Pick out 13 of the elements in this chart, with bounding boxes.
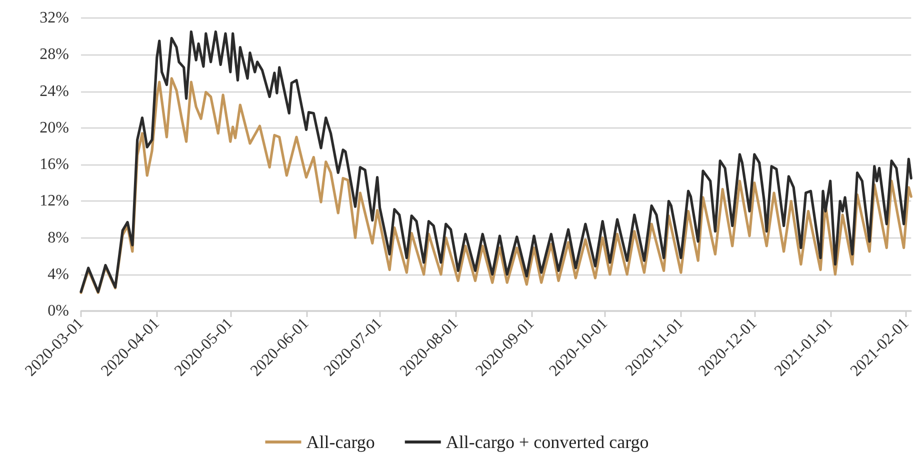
legend-label: All-cargo + converted cargo [446, 432, 649, 452]
line-series [80, 77, 912, 294]
y-tick-label: 8% [48, 229, 69, 246]
line-series [80, 30, 912, 294]
legend-label: All-cargo [306, 432, 375, 452]
y-tick-label: 12% [40, 192, 69, 210]
y-tick-label: 32% [40, 10, 69, 26]
y-tick-label: 0% [48, 302, 69, 320]
y-tick-label: 4% [48, 266, 69, 283]
y-tick-label: 16% [40, 156, 69, 173]
y-tick-label: 20% [40, 119, 69, 136]
y-tick-label: 28% [40, 46, 69, 64]
y-tick-label: 24% [40, 82, 69, 100]
